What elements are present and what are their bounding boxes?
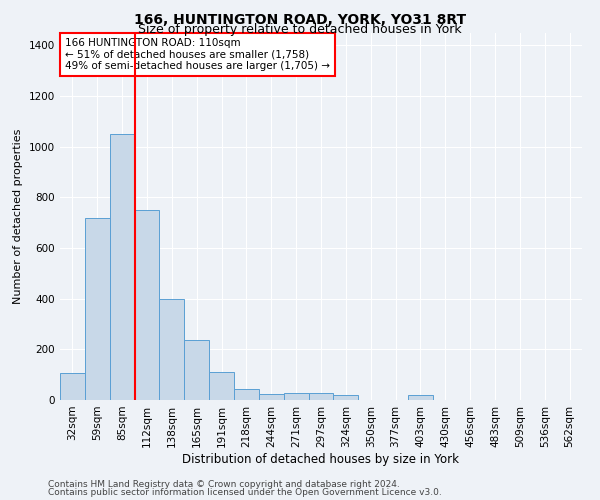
- Bar: [284, 393, 308, 400]
- Text: Contains HM Land Registry data © Crown copyright and database right 2024.: Contains HM Land Registry data © Crown c…: [48, 480, 400, 489]
- Text: 166 HUNTINGTON ROAD: 110sqm
← 51% of detached houses are smaller (1,758)
49% of : 166 HUNTINGTON ROAD: 110sqm ← 51% of det…: [65, 38, 330, 71]
- Bar: [110, 134, 134, 400]
- Bar: [334, 395, 358, 400]
- Y-axis label: Number of detached properties: Number of detached properties: [13, 128, 23, 304]
- Bar: [234, 388, 259, 400]
- Bar: [259, 394, 284, 400]
- Text: Size of property relative to detached houses in York: Size of property relative to detached ho…: [138, 22, 462, 36]
- Bar: [408, 396, 433, 400]
- X-axis label: Distribution of detached houses by size in York: Distribution of detached houses by size …: [182, 452, 460, 466]
- Bar: [308, 393, 334, 400]
- Bar: [209, 372, 234, 400]
- Bar: [184, 340, 209, 400]
- Bar: [160, 298, 184, 400]
- Text: 166, HUNTINGTON ROAD, YORK, YO31 8RT: 166, HUNTINGTON ROAD, YORK, YO31 8RT: [134, 12, 466, 26]
- Bar: [134, 210, 160, 400]
- Bar: [85, 218, 110, 400]
- Text: Contains public sector information licensed under the Open Government Licence v3: Contains public sector information licen…: [48, 488, 442, 497]
- Bar: [60, 374, 85, 400]
